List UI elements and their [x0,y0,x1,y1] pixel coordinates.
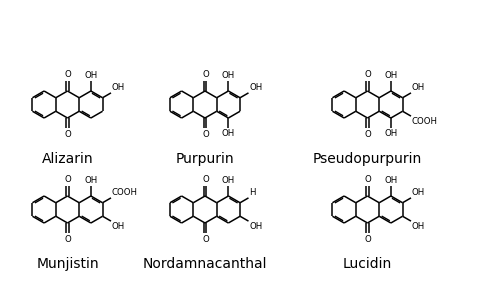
Text: OH: OH [384,129,398,138]
Text: O: O [364,235,372,244]
Text: Pseudopurpurin: Pseudopurpurin [313,152,422,166]
Text: O: O [64,70,71,79]
Text: O: O [64,175,71,184]
Text: O: O [364,70,372,79]
Text: OH: OH [112,84,125,92]
Text: OH: OH [412,188,425,197]
Text: OH: OH [112,222,125,231]
Text: Lucidin: Lucidin [343,257,392,271]
Text: H: H [250,188,256,197]
Text: O: O [64,235,71,244]
Text: O: O [364,175,372,184]
Text: OH: OH [222,71,235,80]
Text: Purpurin: Purpurin [176,152,234,166]
Text: O: O [64,130,71,139]
Text: OH: OH [84,71,98,80]
Text: O: O [202,70,209,79]
Text: Alizarin: Alizarin [42,152,94,166]
Text: OH: OH [412,222,425,231]
Text: OH: OH [222,176,235,185]
Text: Munjistin: Munjistin [36,257,99,271]
Text: COOH: COOH [112,188,138,197]
Text: OH: OH [250,84,262,92]
Text: OH: OH [412,84,425,92]
Text: COOH: COOH [412,117,438,126]
Text: O: O [202,175,209,184]
Text: OH: OH [222,129,235,138]
Text: OH: OH [384,71,398,80]
Text: OH: OH [250,222,262,231]
Text: O: O [364,130,372,139]
Text: Nordamnacanthal: Nordamnacanthal [143,257,267,271]
Text: OH: OH [384,176,398,185]
Text: O: O [202,130,209,139]
Text: O: O [202,235,209,244]
Text: OH: OH [84,176,98,185]
